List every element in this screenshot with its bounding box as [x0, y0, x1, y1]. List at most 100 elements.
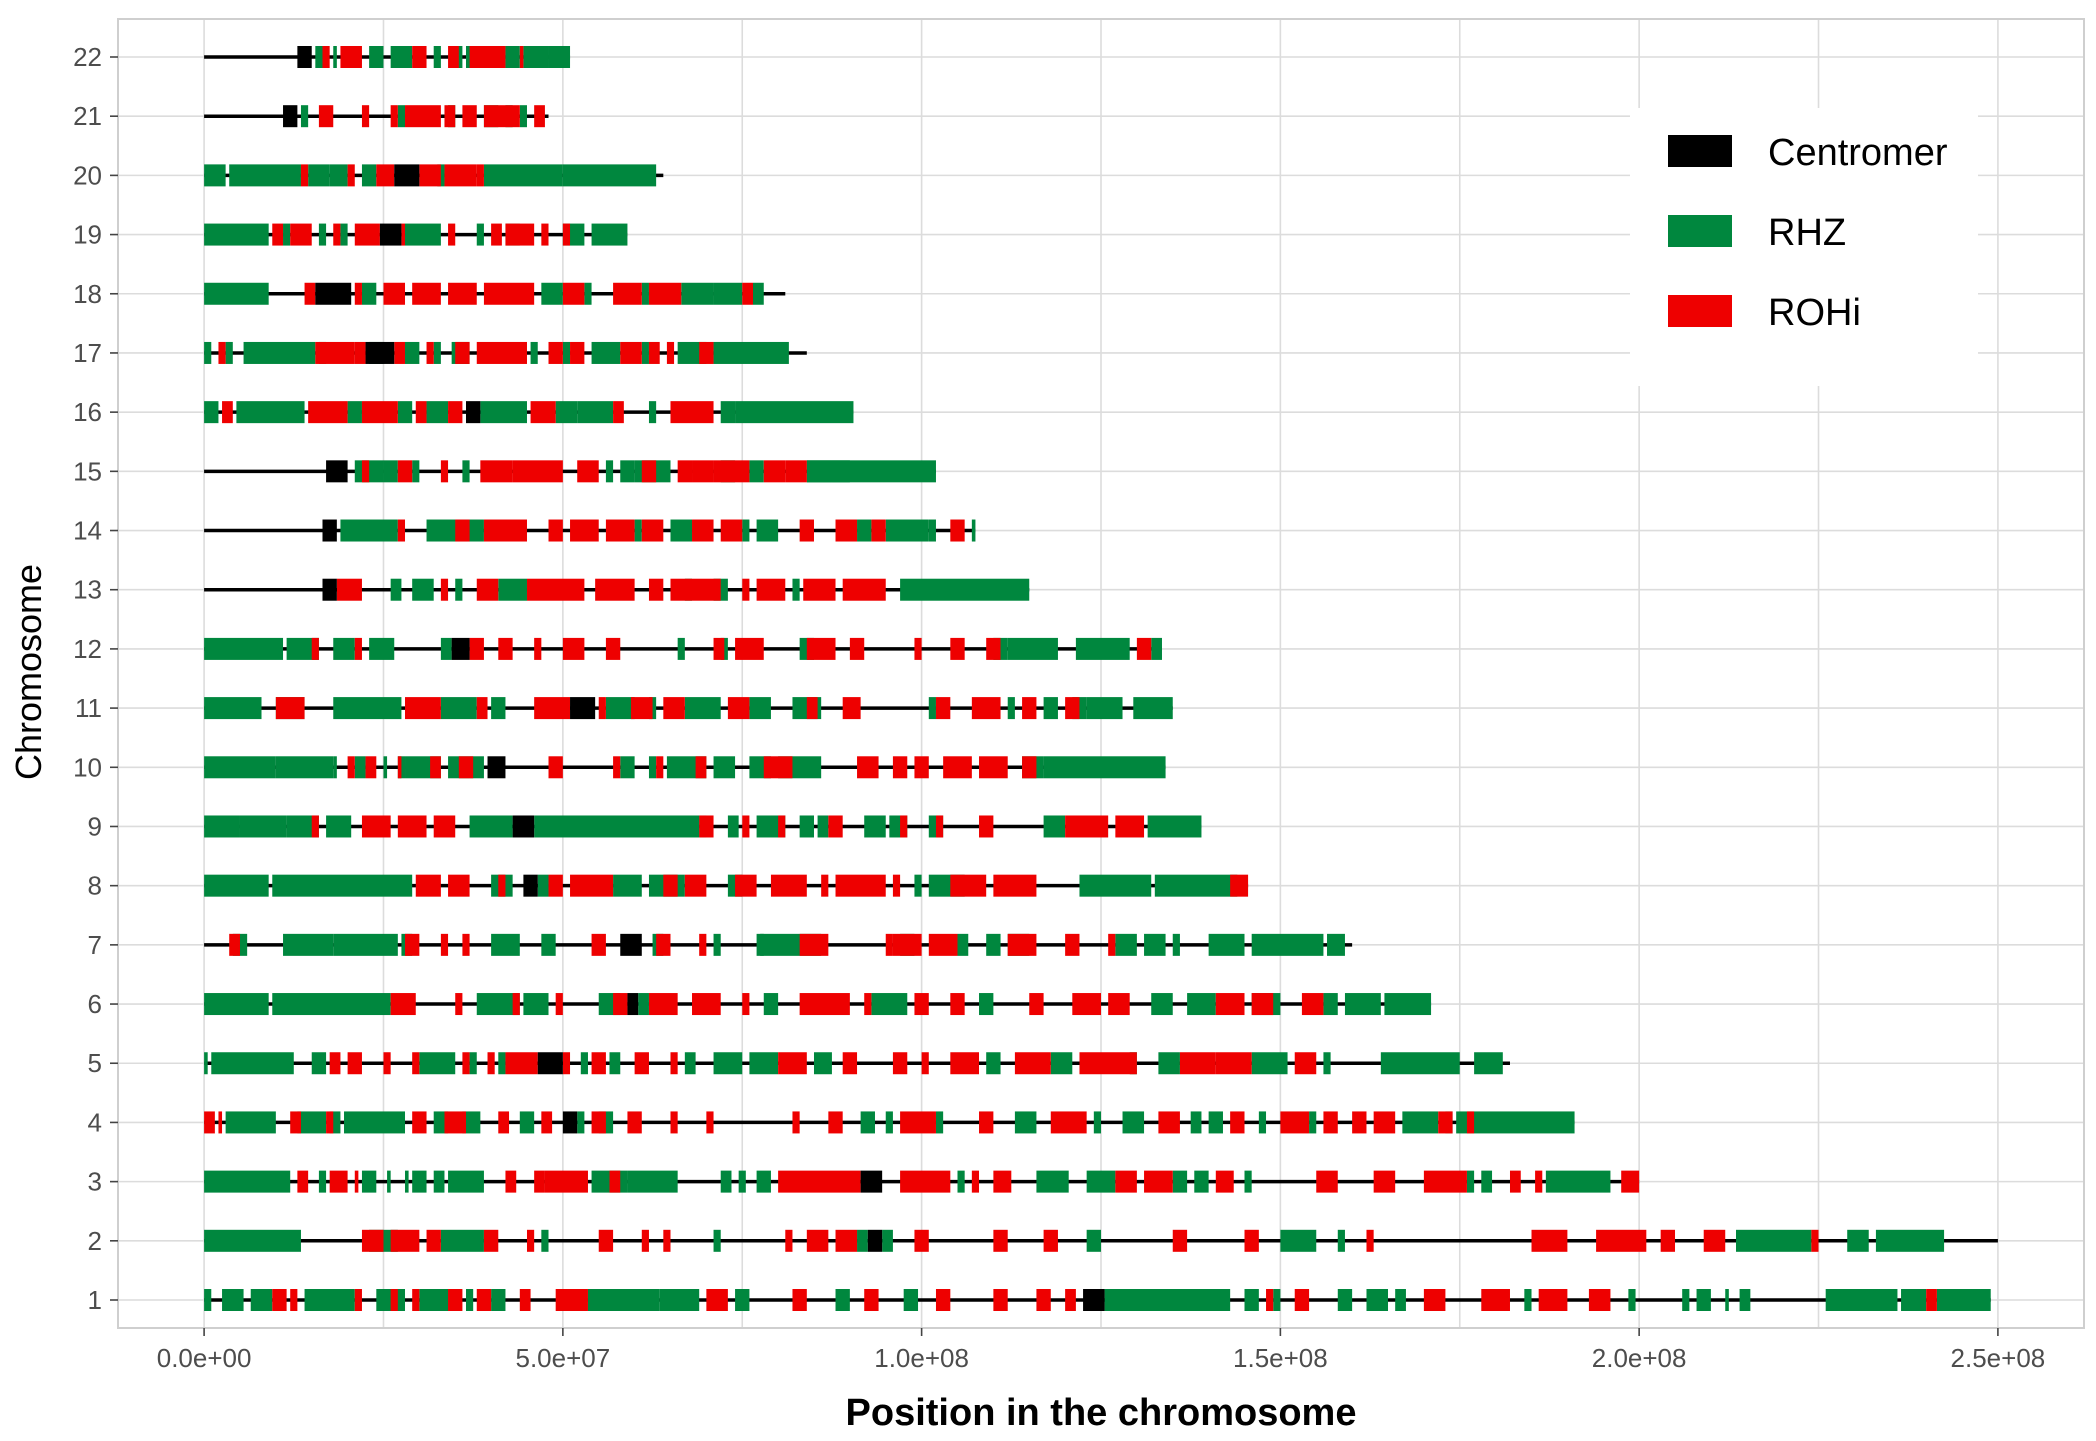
rohi-segment — [648, 578, 664, 601]
rohi-segment — [361, 1229, 384, 1252]
rhz-segment — [491, 1289, 506, 1311]
rhz-segment — [329, 1111, 341, 1134]
rhz-segment — [390, 578, 402, 601]
rhz-segment — [735, 1289, 750, 1311]
rohi-segment — [598, 1229, 614, 1252]
chromosome-17-track — [204, 341, 807, 364]
rhz-segment — [1524, 1289, 1532, 1311]
rhz-segment — [204, 341, 212, 364]
rohi-segment — [390, 1289, 398, 1311]
rohi-segment — [799, 993, 850, 1016]
rhz-segment — [627, 1170, 678, 1193]
rohi-segment — [835, 519, 858, 542]
rohi-segment — [735, 874, 757, 897]
rhz-segment — [620, 460, 635, 483]
rohi-segment — [365, 756, 377, 779]
centromere-segment — [627, 993, 639, 1016]
rhz-segment — [1208, 1111, 1223, 1134]
centromere-segment — [451, 637, 470, 660]
y-tick-label: 7 — [88, 930, 102, 960]
x-axis-title: Position in the chromosome — [846, 1392, 1357, 1434]
rhz-segment — [537, 874, 549, 897]
rhz-segment — [405, 1170, 409, 1193]
chromosome-19-track — [204, 223, 628, 246]
rhz-segment — [609, 1052, 621, 1075]
rhz-segment — [1190, 1111, 1202, 1134]
rohi-segment — [476, 1289, 492, 1311]
rohi-segment — [713, 460, 750, 483]
centromere-segment — [297, 46, 312, 68]
rhz-segment — [641, 341, 649, 364]
rohi-segment — [462, 105, 477, 128]
rhz-segment — [465, 1289, 474, 1311]
y-tick-label: 2 — [88, 1226, 102, 1256]
rhz-segment — [1901, 1289, 1927, 1311]
rhz-segment — [1337, 1229, 1345, 1252]
legend-label: RHZ — [1768, 212, 1846, 254]
rhz-segment — [272, 874, 413, 897]
rohi-segment — [290, 1111, 301, 1134]
rhz-segment — [605, 697, 635, 720]
rohi-segment — [1022, 756, 1037, 779]
rohi-segment — [570, 341, 585, 364]
rohi-segment — [1811, 1229, 1819, 1252]
y-tick-label: 4 — [88, 1107, 102, 1137]
rhz-segment — [455, 578, 463, 601]
rhz-segment — [523, 46, 549, 68]
rohi-segment — [677, 460, 693, 483]
rhz-segment — [204, 815, 240, 838]
rhz-segment — [684, 1052, 696, 1075]
rhz-segment — [354, 460, 384, 483]
rohi-segment — [778, 815, 786, 838]
rohi-segment — [272, 223, 284, 246]
rohi-segment — [670, 1111, 678, 1134]
rhz-segment — [361, 1170, 377, 1193]
rohi-segment — [415, 401, 427, 424]
y-tick-label: 1 — [88, 1285, 102, 1315]
chromosome-10-track — [204, 756, 1166, 779]
rohi-segment — [943, 756, 972, 779]
rhz-segment — [580, 1052, 588, 1075]
y-tick-label: 8 — [88, 871, 102, 901]
rohi-segment — [666, 341, 675, 364]
rhz-segment — [713, 341, 789, 364]
rohi-segment — [713, 637, 725, 660]
rohi-segment — [828, 1111, 843, 1134]
rhz-segment — [548, 46, 571, 68]
rohi-segment — [426, 341, 434, 364]
rohi-segment — [1301, 993, 1324, 1016]
rohi-segment — [487, 1052, 495, 1075]
rhz-segment — [286, 637, 319, 660]
rhz-segment — [1936, 1289, 1991, 1311]
rohi-segment — [541, 1111, 553, 1134]
rhz-segment — [1086, 1170, 1116, 1193]
rhz-segment — [211, 1052, 294, 1075]
rhz-segment — [440, 697, 477, 720]
rohi-segment — [900, 815, 908, 838]
rohi-segment — [469, 637, 484, 660]
rohi-segment — [526, 1229, 535, 1252]
rhz-segment — [1104, 1289, 1231, 1311]
rhz-segment — [1402, 1111, 1439, 1134]
y-tick-label: 19 — [73, 220, 102, 250]
rohi-segment — [1108, 933, 1116, 956]
rohi-segment — [412, 1052, 420, 1075]
rohi-segment — [648, 282, 682, 305]
rhz-segment — [613, 874, 642, 897]
rohi-segment — [347, 164, 355, 187]
rhz-segment — [308, 164, 330, 187]
rhz-segment — [204, 697, 262, 720]
rohi-segment — [656, 933, 671, 956]
rhz-segment — [229, 164, 301, 187]
rhz-segment — [1043, 756, 1166, 779]
rhz-segment — [361, 282, 377, 305]
rohi-segment — [397, 519, 406, 542]
rhz-segment — [713, 756, 736, 779]
centromere-segment — [379, 223, 402, 246]
centromere-segment — [523, 874, 538, 897]
legend-key-centromer — [1668, 135, 1732, 167]
rohi-segment — [695, 756, 707, 779]
rhz-segment — [397, 105, 406, 128]
rohi-segment — [1703, 1229, 1726, 1252]
